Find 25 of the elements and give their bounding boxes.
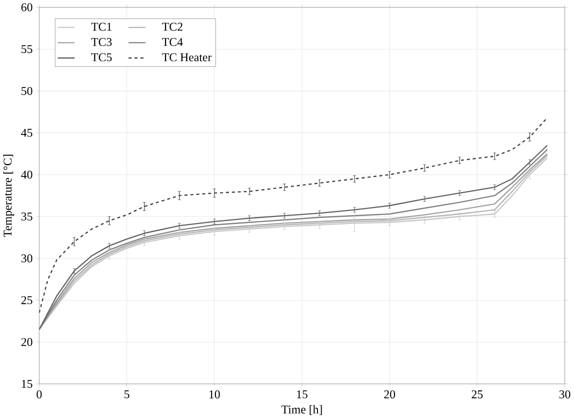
y-tick-label: 60 bbox=[21, 3, 32, 12]
legend-label: TC3 bbox=[91, 38, 112, 46]
x-tick-label: 15 bbox=[297, 390, 308, 398]
x-tick-label: 5 bbox=[124, 390, 130, 398]
x-tick-label: 10 bbox=[209, 390, 220, 398]
legend-label: TC4 bbox=[162, 38, 183, 46]
y-tick-label: 15 bbox=[22, 380, 32, 388]
legend-label: TC5 bbox=[91, 53, 112, 62]
y-tick-label: 30 bbox=[21, 254, 32, 262]
y-tick-label: 35 bbox=[21, 212, 32, 220]
y-axis-title: Temperature [°C] bbox=[3, 154, 14, 237]
y-tick-label: 20 bbox=[21, 338, 32, 346]
x-tick-label: 30 bbox=[559, 390, 570, 398]
y-tick-label: 45 bbox=[21, 128, 32, 137]
legend-label: TC2 bbox=[162, 22, 182, 31]
x-tick-label: 25 bbox=[472, 390, 483, 398]
legend-label: TC Heater bbox=[162, 53, 212, 62]
x-axis-title: Time [h] bbox=[281, 405, 322, 415]
y-tick-label: 50 bbox=[22, 86, 32, 95]
y-tick-label: 25 bbox=[21, 296, 32, 304]
x-tick-label: 0 bbox=[36, 390, 42, 398]
legend-label: TC1 bbox=[91, 22, 112, 31]
y-tick-label: 55 bbox=[22, 45, 32, 53]
y-tick-label: 40 bbox=[21, 170, 32, 179]
x-tick-label: 20 bbox=[384, 390, 396, 398]
